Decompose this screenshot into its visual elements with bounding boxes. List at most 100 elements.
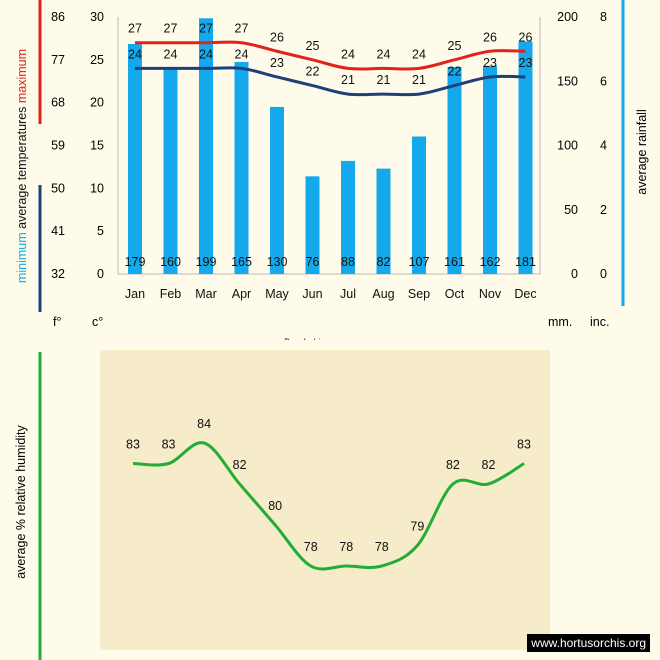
month-tick-label: Sep [408, 287, 430, 301]
month-tick-label: Aug [372, 287, 394, 301]
humidity-value-label: 82 [446, 458, 460, 472]
humidity-axis-label: average % relative humidity [14, 424, 28, 578]
month-tick-label: Nov [479, 287, 502, 301]
rain-value-label: 199 [196, 255, 217, 269]
humidity-value-label: 80 [268, 499, 282, 513]
f-tick-label: 77 [51, 53, 65, 67]
c-tick-label: 20 [90, 96, 104, 110]
rain-value-label: 165 [231, 255, 252, 269]
maximum-value-label: 24 [341, 47, 355, 61]
month-tick-label: May [265, 287, 289, 301]
humidity-value-label: 78 [304, 540, 318, 554]
mm-tick-label: 50 [564, 203, 578, 217]
right-axis-label: average rainfall [635, 109, 649, 194]
rain-bar [234, 61, 249, 274]
rain-bar [199, 18, 213, 274]
c-tick-label: 5 [97, 224, 104, 238]
minimum-value-label: 23 [483, 56, 497, 70]
rain-value-label: 88 [341, 255, 355, 269]
mm-tick-label: 0 [571, 267, 578, 281]
minimum-value-label: 24 [128, 47, 142, 61]
rain-value-label: 160 [160, 255, 181, 269]
humidity-value-label: 79 [410, 520, 424, 534]
c-tick-label: 25 [90, 53, 104, 67]
rain-value-label: 181 [515, 255, 536, 269]
month-tick-label: Jun [302, 287, 322, 301]
minimum-value-label: 24 [199, 47, 213, 61]
rain-bar [483, 65, 497, 274]
c-unit-label: c° [92, 315, 103, 329]
maximum-value-label: 26 [270, 30, 284, 44]
minimum-value-label: 24 [235, 47, 249, 61]
rain-bar [447, 67, 462, 275]
maximum-value-label: 26 [483, 30, 497, 44]
c-tick-label: 15 [90, 139, 104, 153]
f-tick-label: 59 [51, 139, 65, 153]
in-tick-label: 2 [600, 203, 607, 217]
month-tick-label: Mar [195, 287, 217, 301]
minimum-value-label: 21 [412, 73, 426, 87]
minimum-value-label: 23 [270, 56, 284, 70]
minimum-line [135, 66, 526, 97]
maximum-value-label: 25 [306, 39, 320, 53]
month-tick-label: Jul [340, 287, 356, 301]
f-tick-label: 32 [51, 267, 65, 281]
left-axis-label-part: minimum [15, 232, 29, 283]
maximum-value-label: 27 [235, 22, 249, 36]
left-axis-label: minimum average temperatures maximum [15, 49, 29, 283]
mm-tick-label: 150 [557, 74, 578, 88]
maximum-line [135, 40, 526, 71]
chart-title: Dendrobium anosmum [283, 337, 375, 340]
month-tick-label: Feb [160, 287, 182, 301]
f-tick-label: 41 [51, 224, 65, 238]
humidity-value-label: 82 [233, 458, 247, 472]
rain-value-label: 161 [444, 255, 465, 269]
mm-tick-label: 100 [557, 139, 578, 153]
rain-bar [305, 176, 320, 274]
month-tick-label: Jan [125, 287, 145, 301]
month-tick-label: Oct [445, 287, 465, 301]
rain-bar [163, 68, 178, 275]
in-tick-label: 4 [600, 139, 607, 153]
minimum-value-label: 24 [164, 47, 178, 61]
humidity-value-label: 82 [482, 458, 496, 472]
f-unit-label: f° [53, 315, 61, 329]
rain-value-label: 76 [306, 255, 320, 269]
maximum-value-label: 27 [199, 22, 213, 36]
humidity-value-label: 78 [339, 540, 353, 554]
rain-bar [518, 41, 533, 274]
c-tick-label: 10 [90, 181, 104, 195]
maximum-value-label: 24 [377, 47, 391, 61]
c-tick-label: 0 [97, 267, 104, 281]
maximum-value-label: 26 [519, 30, 533, 44]
rain-value-label: 82 [377, 255, 391, 269]
humidity-value-label: 78 [375, 540, 389, 554]
humidity-value-label: 84 [197, 417, 211, 431]
left-axis-label-part: maximum [15, 49, 29, 107]
rain-bar [128, 43, 142, 274]
in-unit-label: inc. [590, 315, 609, 329]
rain-bar [376, 168, 391, 274]
humidity-value-label: 83 [162, 438, 176, 452]
in-tick-label: 8 [600, 10, 607, 24]
rain-bar [270, 106, 284, 274]
minimum-value-label: 21 [377, 73, 391, 87]
minimum-value-label: 22 [448, 65, 462, 79]
mm-tick-label: 200 [557, 10, 578, 24]
in-tick-label: 0 [600, 267, 607, 281]
rain-value-label: 162 [480, 255, 501, 269]
rain-value-label: 179 [125, 255, 146, 269]
in-tick-label: 6 [600, 74, 607, 88]
humidity-chart: 83 83 84 82 80 78 78 78 79 82 82 83 average % relati… [14, 352, 531, 660]
humidity-line [132, 441, 525, 571]
humidity-value-label: 83 [126, 438, 140, 452]
minimum-value-label: 23 [519, 56, 533, 70]
humidity-value-label: 83 [517, 438, 531, 452]
maximum-value-label: 24 [412, 47, 426, 61]
minimum-value-label: 22 [306, 65, 320, 79]
month-tick-label: Dec [514, 287, 536, 301]
maximum-value-label: 27 [128, 22, 142, 36]
c-tick-label: 30 [90, 10, 104, 24]
rain-value-label: 130 [267, 255, 288, 269]
